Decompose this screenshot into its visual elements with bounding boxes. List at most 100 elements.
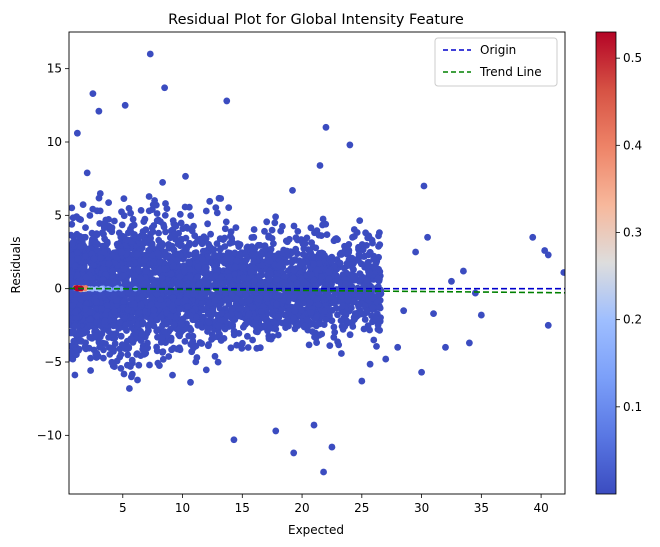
residual-point bbox=[192, 313, 200, 321]
residual-point bbox=[233, 341, 241, 349]
outlier-point bbox=[121, 101, 129, 109]
residual-point bbox=[125, 385, 133, 392]
residual-point bbox=[274, 331, 282, 339]
residual-point bbox=[227, 344, 235, 352]
residual-point bbox=[73, 230, 81, 238]
residual-point bbox=[276, 292, 284, 299]
residual-point bbox=[306, 299, 314, 307]
residual-point bbox=[217, 337, 225, 344]
residual-point bbox=[301, 240, 309, 247]
residual-point bbox=[217, 279, 225, 287]
outlier-point bbox=[430, 310, 437, 317]
residual-point bbox=[177, 251, 184, 259]
colorbar-tick-label: 0.4 bbox=[623, 138, 642, 152]
outlier-point bbox=[310, 421, 318, 429]
residual-point bbox=[231, 271, 239, 278]
residual-point bbox=[290, 314, 298, 322]
residual-point bbox=[186, 273, 194, 281]
residual-point bbox=[69, 220, 76, 228]
residual-point bbox=[336, 259, 344, 267]
residual-point bbox=[170, 344, 178, 352]
residual-point bbox=[309, 243, 317, 251]
residual-point bbox=[292, 247, 299, 255]
residual-point bbox=[126, 260, 134, 268]
residual-point bbox=[238, 345, 246, 352]
residual-point bbox=[307, 309, 315, 316]
residual-point bbox=[282, 318, 289, 326]
residual-point bbox=[153, 347, 161, 355]
residual-point bbox=[349, 273, 356, 281]
residual-point bbox=[100, 230, 107, 238]
residual-point bbox=[82, 224, 89, 232]
residual-point bbox=[359, 246, 367, 254]
residual-point bbox=[283, 247, 291, 255]
residual-point bbox=[342, 280, 350, 288]
residual-point bbox=[279, 279, 287, 287]
residual-point bbox=[255, 273, 263, 280]
residual-point bbox=[266, 257, 274, 265]
outlier-point bbox=[322, 123, 330, 131]
residual-point bbox=[169, 302, 176, 310]
residual-point bbox=[263, 295, 270, 302]
residual-point bbox=[355, 257, 362, 264]
residual-point bbox=[315, 301, 322, 308]
outlier-point bbox=[328, 443, 336, 451]
residual-point bbox=[120, 298, 127, 305]
residual-point bbox=[228, 291, 236, 299]
residual-point bbox=[117, 332, 125, 340]
residual-point bbox=[211, 263, 218, 271]
outlier-point bbox=[382, 355, 390, 363]
residual-point bbox=[103, 238, 111, 246]
residual-point bbox=[341, 322, 349, 330]
residual-point bbox=[162, 200, 169, 207]
residual-point bbox=[318, 273, 325, 281]
residual-point bbox=[355, 303, 362, 310]
legend-trend-label: Trend Line bbox=[479, 65, 542, 79]
residual-point bbox=[334, 311, 341, 319]
residual-point bbox=[165, 353, 173, 360]
residual-point bbox=[202, 207, 210, 215]
outlier-point bbox=[73, 129, 81, 137]
colorbar-tick-label: 0.5 bbox=[623, 51, 642, 65]
residual-point bbox=[338, 293, 346, 300]
residual-point bbox=[96, 343, 104, 351]
residual-point bbox=[202, 366, 210, 374]
residual-point bbox=[257, 308, 265, 315]
residual-point bbox=[264, 282, 271, 290]
outlier-point bbox=[394, 343, 402, 351]
y-tick-label: 10 bbox=[47, 135, 62, 149]
residual-point bbox=[82, 305, 90, 313]
residual-point bbox=[110, 322, 117, 330]
residual-point bbox=[190, 290, 198, 298]
residual-point bbox=[349, 265, 357, 272]
outlier-point bbox=[316, 162, 324, 169]
residual-point bbox=[174, 298, 182, 306]
residual-point bbox=[239, 264, 247, 272]
residual-point bbox=[141, 256, 149, 264]
outlier-point bbox=[290, 449, 298, 457]
residual-point bbox=[170, 262, 178, 270]
residual-point bbox=[85, 344, 93, 352]
residual-point bbox=[156, 362, 163, 369]
residual-point bbox=[177, 319, 185, 327]
residual-point bbox=[176, 273, 184, 281]
residual-point bbox=[230, 327, 238, 335]
residual-point bbox=[101, 317, 109, 325]
outlier-point bbox=[400, 307, 408, 315]
residual-point bbox=[69, 257, 75, 265]
residual-point bbox=[261, 227, 268, 235]
residual-point bbox=[290, 266, 298, 274]
residual-point bbox=[124, 306, 132, 314]
residual-point bbox=[176, 278, 183, 286]
residual-point bbox=[250, 258, 258, 265]
residual-point bbox=[305, 341, 313, 349]
residual-point bbox=[186, 259, 193, 267]
residual-point bbox=[287, 281, 295, 289]
residual-point bbox=[98, 305, 105, 312]
colorbar-tick-label: 0.1 bbox=[623, 400, 642, 414]
residual-point bbox=[152, 201, 160, 209]
residual-point bbox=[122, 321, 130, 328]
residual-point bbox=[114, 240, 122, 248]
residual-point bbox=[292, 234, 300, 242]
residual-point bbox=[159, 301, 167, 309]
